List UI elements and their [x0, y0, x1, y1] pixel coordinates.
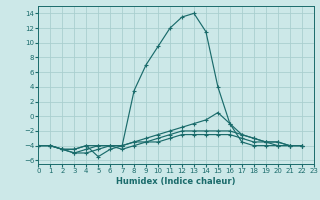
X-axis label: Humidex (Indice chaleur): Humidex (Indice chaleur)	[116, 177, 236, 186]
